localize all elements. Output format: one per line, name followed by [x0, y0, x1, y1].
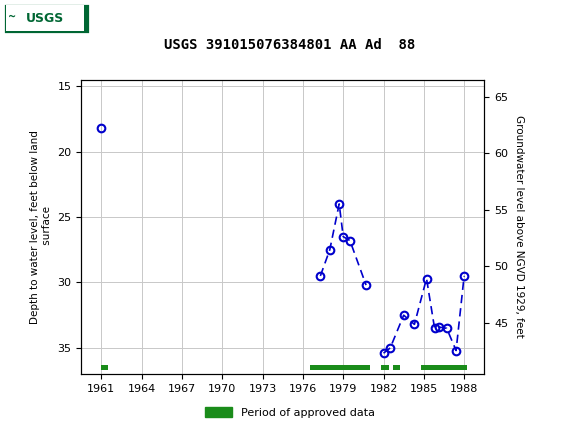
Legend: Period of approved data: Period of approved data [200, 403, 380, 422]
Bar [421, 365, 467, 371]
Text: USGS 391015076384801 AA Ad  88: USGS 391015076384801 AA Ad 88 [164, 38, 416, 52]
Text: ~: ~ [8, 12, 16, 22]
Bar [6, 6, 84, 31]
Bar [3, 3, 90, 34]
Text: USGS: USGS [26, 12, 64, 25]
Bar [102, 365, 108, 371]
Bar [381, 365, 389, 371]
Y-axis label: Groundwater level above NGVD 1929, feet: Groundwater level above NGVD 1929, feet [514, 115, 524, 338]
Y-axis label: Depth to water level, feet below land
 surface: Depth to water level, feet below land su… [30, 130, 52, 324]
Bar [393, 365, 400, 371]
Bar [310, 365, 370, 371]
